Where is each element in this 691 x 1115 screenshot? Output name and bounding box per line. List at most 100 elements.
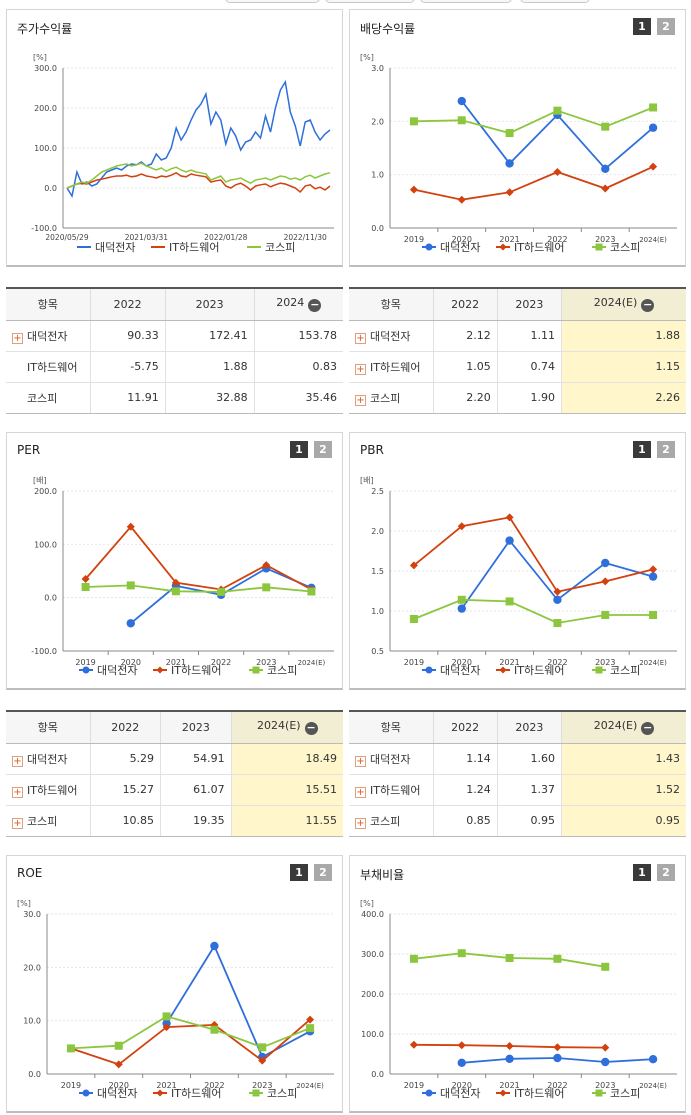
expand-plus-icon[interactable]: + (355, 363, 366, 375)
data-point[interactable] (126, 522, 135, 531)
data-point[interactable] (457, 949, 466, 958)
data-point[interactable] (457, 1041, 466, 1050)
data-point[interactable] (601, 122, 610, 131)
data-point[interactable] (457, 96, 466, 106)
data-point[interactable] (553, 595, 562, 604)
top-tab-3[interactable] (420, 0, 512, 3)
data-point[interactable] (553, 619, 562, 627)
data-point[interactable] (210, 941, 219, 951)
data-point[interactable] (505, 513, 514, 522)
expand-plus-icon[interactable]: + (355, 332, 366, 344)
data-point[interactable] (601, 962, 610, 971)
data-point[interactable] (210, 1020, 219, 1029)
data-point[interactable] (505, 1042, 514, 1050)
data-point[interactable] (601, 184, 610, 193)
data-point[interactable] (553, 1043, 562, 1052)
data-point[interactable] (505, 954, 514, 962)
data-point[interactable] (505, 536, 514, 545)
data-point[interactable] (66, 1044, 75, 1053)
data-point[interactable] (210, 1025, 219, 1034)
top-tab-4[interactable] (520, 0, 590, 3)
view-toggle-1-button[interactable]: 1 (290, 441, 308, 458)
expand-plus-icon[interactable]: + (12, 755, 23, 767)
view-toggle-1-button[interactable]: 1 (633, 864, 651, 881)
view-toggle-2-button[interactable]: 2 (657, 18, 675, 35)
data-point[interactable] (601, 611, 610, 619)
view-toggle-2-button[interactable]: 2 (314, 864, 332, 881)
data-point[interactable] (126, 619, 135, 628)
data-point[interactable] (457, 195, 466, 204)
expand-plus-icon[interactable]: + (12, 786, 23, 798)
view-toggle-1-button[interactable]: 1 (290, 864, 308, 881)
data-point[interactable] (649, 565, 658, 574)
data-point[interactable] (505, 597, 514, 606)
expand-plus-icon[interactable]: + (12, 817, 23, 829)
data-point[interactable] (553, 1053, 562, 1063)
data-point[interactable] (126, 581, 135, 590)
data-point[interactable] (258, 1056, 267, 1065)
data-point[interactable] (553, 168, 562, 176)
data-point[interactable] (649, 611, 658, 619)
top-tab-1[interactable] (225, 0, 320, 3)
view-toggle-1-button[interactable]: 1 (633, 441, 651, 458)
data-point[interactable] (114, 1041, 123, 1050)
data-point[interactable] (457, 1058, 466, 1067)
data-point[interactable] (409, 561, 418, 570)
data-point[interactable] (162, 1023, 171, 1032)
view-toggle-2-button[interactable]: 2 (314, 441, 332, 458)
view-toggle-2-button[interactable]: 2 (657, 441, 675, 458)
data-point[interactable] (457, 522, 466, 531)
data-point[interactable] (601, 558, 610, 568)
data-point[interactable] (171, 587, 180, 596)
view-toggle-1-button[interactable]: 1 (633, 18, 651, 35)
data-point[interactable] (114, 1060, 123, 1069)
collapse-minus-icon[interactable]: − (304, 721, 318, 736)
data-point[interactable] (505, 159, 514, 168)
data-point[interactable] (457, 595, 466, 604)
expand-plus-icon[interactable]: + (355, 755, 366, 767)
data-point[interactable] (601, 1057, 610, 1067)
data-point[interactable] (601, 577, 610, 586)
data-point[interactable] (505, 188, 514, 197)
collapse-minus-icon[interactable]: − (308, 298, 322, 313)
table-row: + 코스피 0.85 0.95 0.95 (349, 804, 686, 836)
data-point[interactable] (171, 578, 180, 587)
data-point[interactable] (162, 1012, 171, 1021)
expand-plus-icon[interactable]: + (355, 817, 366, 829)
data-point[interactable] (81, 583, 90, 591)
data-point[interactable] (217, 587, 226, 596)
view-toggle-2-button[interactable]: 2 (657, 864, 675, 881)
data-point[interactable] (553, 954, 562, 963)
data-point[interactable] (306, 1015, 315, 1024)
data-point[interactable] (409, 117, 418, 126)
data-point[interactable] (505, 1054, 514, 1063)
data-point[interactable] (648, 1055, 658, 1064)
data-point[interactable] (409, 1040, 418, 1049)
collapse-minus-icon[interactable]: − (641, 721, 655, 736)
data-point[interactable] (553, 106, 562, 115)
top-tab-2[interactable] (325, 0, 415, 3)
data-point[interactable] (649, 162, 658, 171)
data-point[interactable] (262, 583, 271, 592)
data-point[interactable] (81, 575, 90, 583)
expand-plus-icon[interactable]: + (12, 332, 23, 344)
data-point[interactable] (553, 587, 562, 596)
data-point[interactable] (409, 615, 418, 623)
data-point[interactable] (258, 1043, 267, 1052)
expand-plus-icon[interactable]: + (355, 786, 366, 798)
data-point[interactable] (648, 123, 658, 132)
data-point[interactable] (307, 587, 316, 596)
data-point[interactable] (601, 164, 610, 173)
data-point[interactable] (262, 561, 271, 570)
data-point[interactable] (306, 1024, 315, 1033)
data-point[interactable] (649, 103, 658, 112)
data-point[interactable] (648, 572, 658, 581)
data-point[interactable] (601, 1043, 610, 1052)
data-point[interactable] (409, 954, 418, 963)
data-point[interactable] (409, 185, 418, 194)
data-point[interactable] (505, 129, 514, 138)
expand-plus-icon[interactable]: + (355, 394, 366, 406)
data-point[interactable] (457, 604, 466, 613)
data-point[interactable] (457, 116, 466, 125)
collapse-minus-icon[interactable]: − (641, 298, 655, 313)
